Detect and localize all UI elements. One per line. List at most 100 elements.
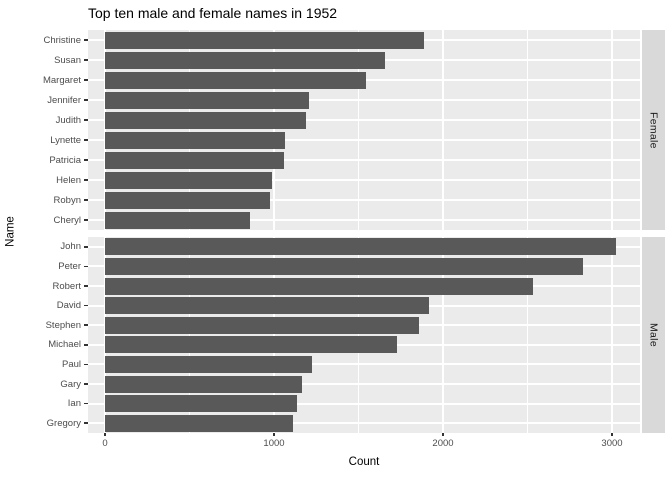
y-tick [84,139,88,141]
facet-female-strip-label: Female [647,111,660,149]
y-tick [84,179,88,181]
y-tick [84,39,88,41]
category-label-jennifer: Jennifer [47,94,81,106]
facet-female-strip: Female [642,30,665,230]
x-tick-label-3000: 3000 [601,438,623,449]
category-label-margaret: Margaret [42,74,81,86]
bar-christine [105,31,425,49]
minor-gridline [527,237,528,433]
x-axis: 0 1000 2000 3000 [0,433,672,453]
y-tick [84,246,88,248]
bar-stephen [105,316,420,334]
bar-patricia [105,151,285,169]
bar-michael [105,336,398,354]
x-tick [273,433,275,436]
minor-gridline [189,30,190,230]
row-gridline [88,199,640,201]
facet-female: Female Christine Susan Margaret Jennifer Jud… [0,30,672,230]
x-axis-title: Count [348,456,380,468]
y-tick [84,199,88,201]
bar-lynette [105,131,285,149]
x-tick [104,433,106,436]
facet-female-panel [88,30,640,230]
y-tick [84,159,88,161]
facet-male: Male John Peter Robert David Stephen Michael P… [0,237,672,433]
y-tick [84,344,88,346]
major-gridline [442,237,444,433]
bar-helen [105,171,273,189]
x-tick-label-2000: 2000 [432,438,454,449]
category-label-paul: Paul [61,358,81,370]
x-tick [442,433,444,436]
bar-david [105,297,429,315]
y-tick [84,304,88,307]
x-tick [611,433,613,436]
category-label-john: John [60,241,81,253]
major-gridline [273,30,275,230]
category-label-helen: Helen [56,174,81,186]
y-tick [84,363,88,366]
bar-ian [105,395,297,413]
bar-gary [105,375,302,393]
y-tick [84,99,88,101]
category-label-ian: Ian [67,398,81,410]
bar-peter [105,257,584,275]
y-tick [84,59,88,61]
facet-male-strip: Male [642,237,665,433]
minor-gridline [358,30,359,230]
row-gridline [88,99,640,101]
minor-gridline [189,237,190,433]
row-gridline [88,119,640,121]
major-gridline [611,237,613,433]
y-tick [84,285,88,287]
bar-judith [105,111,307,129]
facet-male-panel [88,237,640,433]
y-tick [84,402,88,405]
category-label-michael: Michael [48,339,81,351]
bar-cheryl [105,211,251,229]
category-label-cheryl: Cheryl [53,214,81,226]
bar-robert [105,277,533,295]
row-gridline [88,139,640,141]
category-label-stephen: Stephen [45,319,81,331]
major-gridline [442,30,444,230]
bar-gregory [105,414,293,432]
bar-margaret [105,71,367,89]
major-gridline [611,30,613,230]
category-label-robyn: Robyn [53,194,81,206]
row-gridline [88,219,640,221]
category-label-judith: Judith [55,114,81,126]
minor-gridline [527,30,528,230]
bar-susan [105,51,385,69]
row-gridline [88,422,640,425]
row-gridline [88,363,640,366]
row-gridline [88,383,640,385]
row-gridline [88,159,640,161]
category-label-peter: Peter [58,260,81,272]
x-tick-label-0: 0 [102,438,108,449]
y-tick [84,324,88,326]
minor-gridline [358,237,359,433]
y-tick [84,219,88,221]
x-tick-label-1000: 1000 [263,438,285,449]
bar-robyn [105,191,270,209]
category-label-susan: Susan [54,54,81,66]
category-label-lynette: Lynette [50,134,81,146]
category-label-david: David [56,300,81,312]
category-label-gary: Gary [60,378,81,390]
major-gridline [273,237,275,433]
bar-jennifer [105,91,310,109]
category-label-robert: Robert [52,280,81,292]
category-label-gregory: Gregory [46,417,81,429]
y-tick [84,119,88,121]
bar-paul [105,355,313,373]
facet-male-strip-label: Male [647,323,660,347]
row-gridline [88,402,640,405]
y-tick [84,265,88,268]
y-tick [84,422,88,424]
major-gridline [104,30,106,230]
category-label-patricia: Patricia [49,154,81,166]
chart-title: Top ten male and female names in 1952 [88,5,338,21]
y-tick [84,383,88,385]
